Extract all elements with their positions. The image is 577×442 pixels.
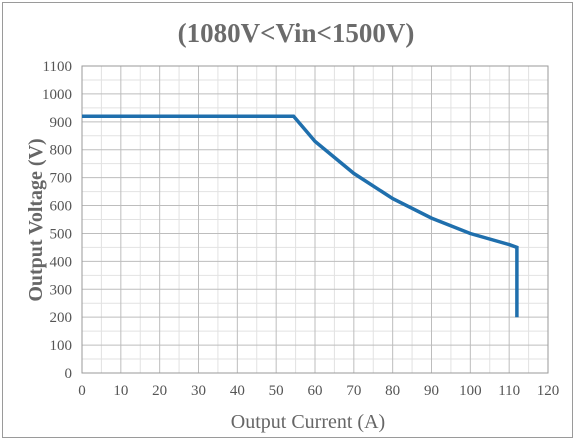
y-tick-label: 1100	[43, 59, 72, 75]
x-tick-label: 70	[346, 383, 361, 399]
y-tick-label: 600	[50, 199, 73, 215]
x-tick-label: 120	[537, 383, 560, 399]
y-tick-label: 200	[50, 310, 73, 326]
y-tick-label: 100	[50, 338, 73, 354]
x-tick-label: 60	[308, 383, 323, 399]
y-tick-label: 800	[50, 143, 73, 159]
x-tick-label: 50	[269, 383, 284, 399]
x-tick-label: 20	[152, 383, 167, 399]
x-tick-label: 90	[424, 383, 439, 399]
series-group	[82, 114, 519, 318]
y-tick-label: 300	[50, 282, 73, 298]
x-tick-label: 100	[459, 383, 482, 399]
y-axis-title: Output Voltage (V)	[25, 138, 47, 301]
y-tick-label: 700	[50, 171, 73, 187]
chart-title: (1080V<Vin<1500V)	[178, 18, 415, 48]
y-tick-label: 1000	[42, 87, 72, 103]
y-tick-label: 900	[50, 115, 73, 131]
x-tick-label: 40	[230, 383, 245, 399]
y-tick-label: 400	[50, 254, 73, 270]
plot-area-border	[81, 65, 549, 374]
x-tick-label: 110	[498, 383, 520, 399]
x-axis-title: Output Current (A)	[231, 411, 385, 433]
y-tick-label: 0	[65, 366, 73, 382]
series-line-0	[82, 114, 519, 318]
x-tick-label: 0	[78, 383, 86, 399]
x-tick-label: 80	[385, 383, 400, 399]
x-axis-tick-labels: 0 10 20 30 40 50 60 70 80 90 100 110 120	[78, 383, 559, 399]
y-axis-tick-labels: 0 100 200 300 400 500 600 700 800 900 1000 1100	[42, 59, 72, 382]
x-tick-label: 30	[191, 383, 206, 399]
x-tick-label: 10	[113, 383, 128, 399]
y-tick-label: 500	[50, 226, 73, 242]
